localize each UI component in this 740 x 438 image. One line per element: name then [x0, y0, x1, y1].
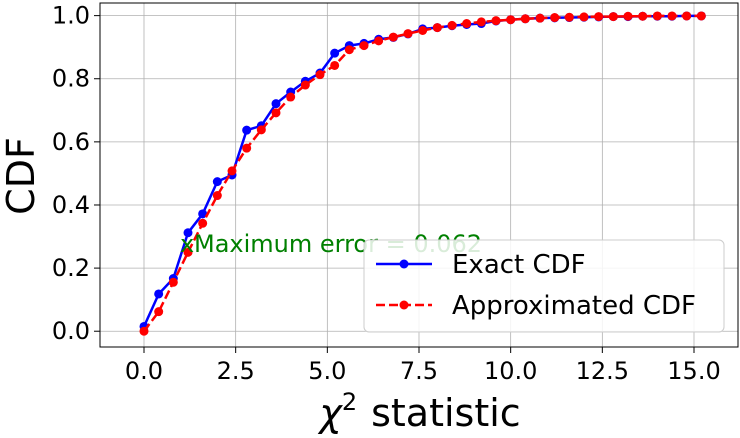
annotation-marker: x — [180, 230, 194, 258]
x-tick-label: 7.5 — [400, 357, 438, 385]
x-axis-label-text: statistic — [371, 391, 521, 435]
y-tick-label: 1.0 — [52, 2, 90, 30]
legend-marker-1 — [399, 259, 409, 269]
data-point — [652, 11, 662, 21]
y-tick-label: 0.0 — [52, 317, 90, 345]
data-point — [154, 289, 164, 299]
data-point — [300, 80, 310, 90]
data-point — [212, 177, 222, 187]
data-point — [682, 11, 692, 21]
data-point — [520, 14, 530, 24]
data-point — [418, 25, 428, 35]
data-point — [491, 16, 501, 26]
data-point — [447, 20, 457, 30]
x-tick-label: 10.0 — [484, 357, 537, 385]
y-tick-label: 0.4 — [52, 191, 90, 219]
y-tick-label: 0.8 — [52, 65, 90, 93]
y-axis-label: CDF — [0, 137, 43, 215]
data-point — [315, 70, 325, 80]
data-point — [506, 15, 516, 25]
data-point — [242, 143, 252, 153]
x-tick-label: 12.5 — [576, 357, 629, 385]
data-point — [594, 12, 604, 22]
legend-label-2: Approximated CDF — [452, 291, 696, 321]
data-point — [403, 29, 413, 39]
data-point — [242, 125, 252, 135]
data-point — [330, 48, 340, 58]
y-tick-label: 0.6 — [52, 128, 90, 156]
data-point — [374, 36, 384, 46]
data-point — [564, 12, 574, 22]
data-point — [227, 166, 237, 176]
data-point — [271, 99, 281, 109]
x-axis-label-symbol: χ — [317, 391, 343, 435]
data-point — [535, 13, 545, 23]
data-point — [168, 277, 178, 287]
data-point — [388, 32, 398, 42]
series-layer — [139, 11, 706, 336]
data-point — [286, 92, 296, 102]
data-point — [432, 23, 442, 33]
data-point — [462, 19, 472, 29]
data-point — [183, 247, 193, 257]
tick-layer: 0.0 2.5 5.0 7.5 10.0 12.5 15.0 0.0 0.2 0.4 0.6 0.8 1… — [52, 2, 721, 385]
data-point — [344, 45, 354, 55]
data-point — [476, 17, 486, 27]
legend-label-1: Exact CDF — [452, 250, 586, 280]
data-point — [139, 326, 149, 336]
data-point — [198, 209, 208, 219]
data-point — [667, 11, 677, 21]
y-tick-label: 0.2 — [52, 254, 90, 282]
x-tick-label: 5.0 — [308, 357, 346, 385]
x-axis-label-superscript: 2 — [342, 388, 357, 416]
x-tick-label: 0.0 — [125, 357, 163, 385]
data-point — [608, 12, 618, 22]
data-point — [256, 125, 266, 135]
data-point — [696, 11, 706, 21]
data-point — [154, 307, 164, 317]
legend-marker-2 — [399, 300, 409, 310]
legend-box — [363, 239, 725, 333]
data-point — [198, 218, 208, 228]
data-point — [183, 228, 193, 238]
x-tick-label: 2.5 — [217, 357, 255, 385]
data-point — [638, 11, 648, 21]
data-point — [623, 11, 633, 21]
data-point — [579, 12, 589, 22]
data-point — [359, 41, 369, 51]
data-point — [330, 60, 340, 70]
x-axis-label: χ2 statistic — [317, 388, 520, 435]
data-point — [550, 13, 560, 23]
data-point — [212, 191, 222, 201]
x-tick-label: 15.0 — [667, 357, 720, 385]
legend: Exact CDF Approximated CDF — [363, 239, 725, 333]
data-point — [271, 108, 281, 118]
